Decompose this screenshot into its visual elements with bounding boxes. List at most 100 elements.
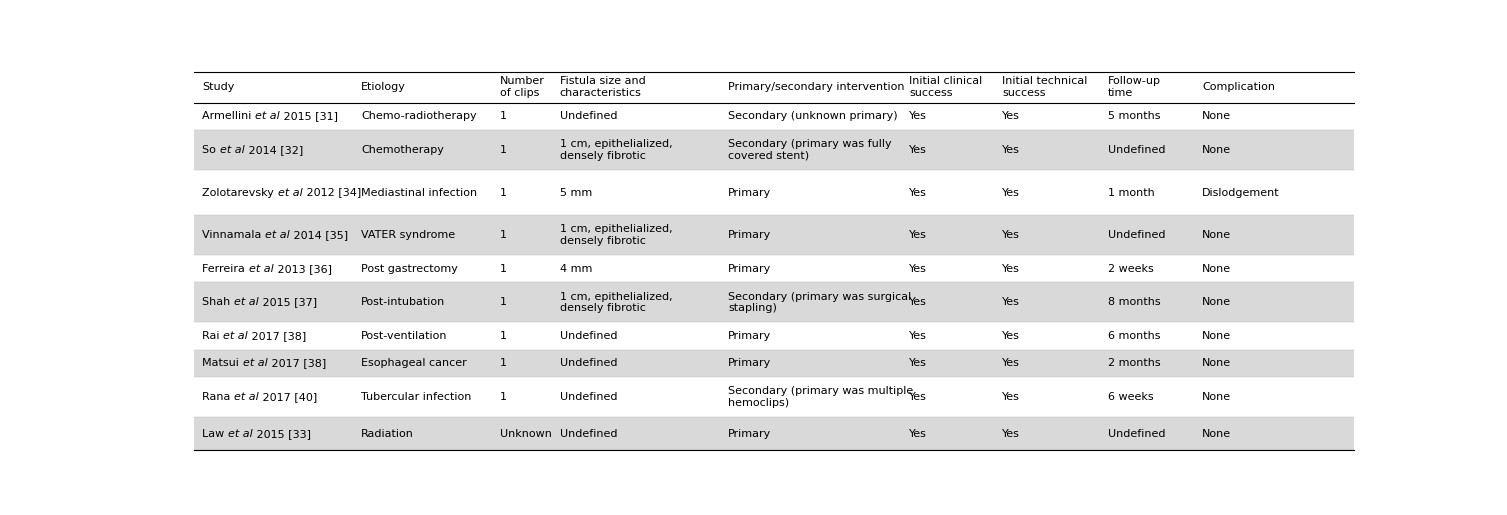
Text: 2015 [37]: 2015 [37] xyxy=(259,297,316,307)
Text: Primary: Primary xyxy=(728,429,772,439)
Text: et al: et al xyxy=(255,111,280,122)
Text: Yes: Yes xyxy=(909,392,927,402)
Bar xyxy=(194,322,1353,350)
Text: VATER syndrome: VATER syndrome xyxy=(362,230,455,240)
Text: et al: et al xyxy=(243,358,268,368)
Text: Yes: Yes xyxy=(909,187,927,198)
Text: et al: et al xyxy=(220,145,244,155)
Text: Shah: Shah xyxy=(202,297,234,307)
Text: Yes: Yes xyxy=(1002,297,1020,307)
Text: 2014 [35]: 2014 [35] xyxy=(289,230,348,240)
Text: 1: 1 xyxy=(500,264,508,273)
Text: 1 month: 1 month xyxy=(1108,187,1154,198)
Text: Rai: Rai xyxy=(202,331,223,341)
Text: Post-ventilation: Post-ventilation xyxy=(362,331,448,341)
Text: None: None xyxy=(1203,331,1231,341)
Text: Yes: Yes xyxy=(1002,358,1020,368)
Text: Primary: Primary xyxy=(728,187,772,198)
Text: et al: et al xyxy=(234,297,259,307)
Text: None: None xyxy=(1203,392,1231,402)
Text: Yes: Yes xyxy=(1002,111,1020,122)
Bar xyxy=(194,377,1353,417)
Text: Yes: Yes xyxy=(909,111,927,122)
Text: 1: 1 xyxy=(500,331,508,341)
Text: Primary: Primary xyxy=(728,331,772,341)
Text: Initial technical
success: Initial technical success xyxy=(1002,76,1088,98)
Text: 1: 1 xyxy=(500,187,508,198)
Text: Post-intubation: Post-intubation xyxy=(362,297,446,307)
Text: Undefined: Undefined xyxy=(559,392,618,402)
Text: Yes: Yes xyxy=(1002,264,1020,273)
Text: Armellini: Armellini xyxy=(202,111,255,122)
Text: Secondary (primary was fully
covered stent): Secondary (primary was fully covered ste… xyxy=(728,139,892,161)
Text: 8 months: 8 months xyxy=(1108,297,1160,307)
Text: Primary/secondary intervention: Primary/secondary intervention xyxy=(728,82,904,92)
Text: Unknown: Unknown xyxy=(500,429,552,439)
Text: Mediastinal infection: Mediastinal infection xyxy=(362,187,478,198)
Bar xyxy=(194,215,1353,255)
Text: Yes: Yes xyxy=(1002,392,1020,402)
Text: None: None xyxy=(1203,297,1231,307)
Text: Chemo-radiotherapy: Chemo-radiotherapy xyxy=(362,111,476,122)
Text: Undefined: Undefined xyxy=(559,358,618,368)
Text: Yes: Yes xyxy=(909,331,927,341)
Text: Follow-up
time: Follow-up time xyxy=(1108,76,1160,98)
Text: Chemotherapy: Chemotherapy xyxy=(362,145,445,155)
Text: Undefined: Undefined xyxy=(1108,429,1165,439)
Text: Etiology: Etiology xyxy=(362,82,405,92)
Text: 6 months: 6 months xyxy=(1108,331,1160,341)
Bar xyxy=(194,130,1353,170)
Text: Yes: Yes xyxy=(909,358,927,368)
Text: Primary: Primary xyxy=(728,230,772,240)
Text: Yes: Yes xyxy=(1002,429,1020,439)
Text: 1: 1 xyxy=(500,297,508,307)
Text: 2017 [38]: 2017 [38] xyxy=(249,331,306,341)
Text: 1 cm, epithelialized,
densely fibrotic: 1 cm, epithelialized, densely fibrotic xyxy=(559,291,672,313)
Text: 2 weeks: 2 weeks xyxy=(1108,264,1153,273)
Text: Secondary (unknown primary): Secondary (unknown primary) xyxy=(728,111,898,122)
Text: Initial clinical
success: Initial clinical success xyxy=(909,76,983,98)
Text: 2 months: 2 months xyxy=(1108,358,1160,368)
Text: et al: et al xyxy=(223,331,249,341)
Text: Undefined: Undefined xyxy=(1108,145,1165,155)
Text: 1: 1 xyxy=(500,111,508,122)
Text: None: None xyxy=(1203,230,1231,240)
Text: Law: Law xyxy=(202,429,228,439)
Bar xyxy=(194,170,1353,215)
Text: 1 cm, epithelialized,
densely fibrotic: 1 cm, epithelialized, densely fibrotic xyxy=(559,224,672,246)
Text: et al: et al xyxy=(249,264,273,273)
Text: 2013 [36]: 2013 [36] xyxy=(273,264,332,273)
Text: Yes: Yes xyxy=(909,230,927,240)
Text: 1: 1 xyxy=(500,358,508,368)
Text: 2015 [33]: 2015 [33] xyxy=(253,429,310,439)
Text: None: None xyxy=(1203,111,1231,122)
Text: 1: 1 xyxy=(500,145,508,155)
Text: Fistula size and
characteristics: Fistula size and characteristics xyxy=(559,76,645,98)
Text: Primary: Primary xyxy=(728,358,772,368)
Text: Zolotarevsky: Zolotarevsky xyxy=(202,187,277,198)
Text: None: None xyxy=(1203,358,1231,368)
Text: Tubercular infection: Tubercular infection xyxy=(362,392,472,402)
Text: 2012 [34]: 2012 [34] xyxy=(303,187,360,198)
Text: Radiation: Radiation xyxy=(362,429,414,439)
Text: 5 mm: 5 mm xyxy=(559,187,592,198)
Text: Primary: Primary xyxy=(728,264,772,273)
Text: 6 weeks: 6 weeks xyxy=(1108,392,1153,402)
Text: Dislodgement: Dislodgement xyxy=(1203,187,1279,198)
Text: et al: et al xyxy=(234,392,259,402)
Text: Rana: Rana xyxy=(202,392,234,402)
Bar xyxy=(194,72,1353,103)
Text: et al: et al xyxy=(277,187,303,198)
Text: Vinnamala: Vinnamala xyxy=(202,230,265,240)
Text: Undefined: Undefined xyxy=(559,111,618,122)
Text: So: So xyxy=(202,145,220,155)
Text: Study: Study xyxy=(202,82,235,92)
Text: None: None xyxy=(1203,145,1231,155)
Text: et al: et al xyxy=(265,230,289,240)
Text: 1: 1 xyxy=(500,392,508,402)
Text: 2017 [38]: 2017 [38] xyxy=(268,358,326,368)
Text: Yes: Yes xyxy=(1002,230,1020,240)
Bar xyxy=(194,255,1353,282)
Text: 2014 [32]: 2014 [32] xyxy=(244,145,303,155)
Text: Yes: Yes xyxy=(909,145,927,155)
